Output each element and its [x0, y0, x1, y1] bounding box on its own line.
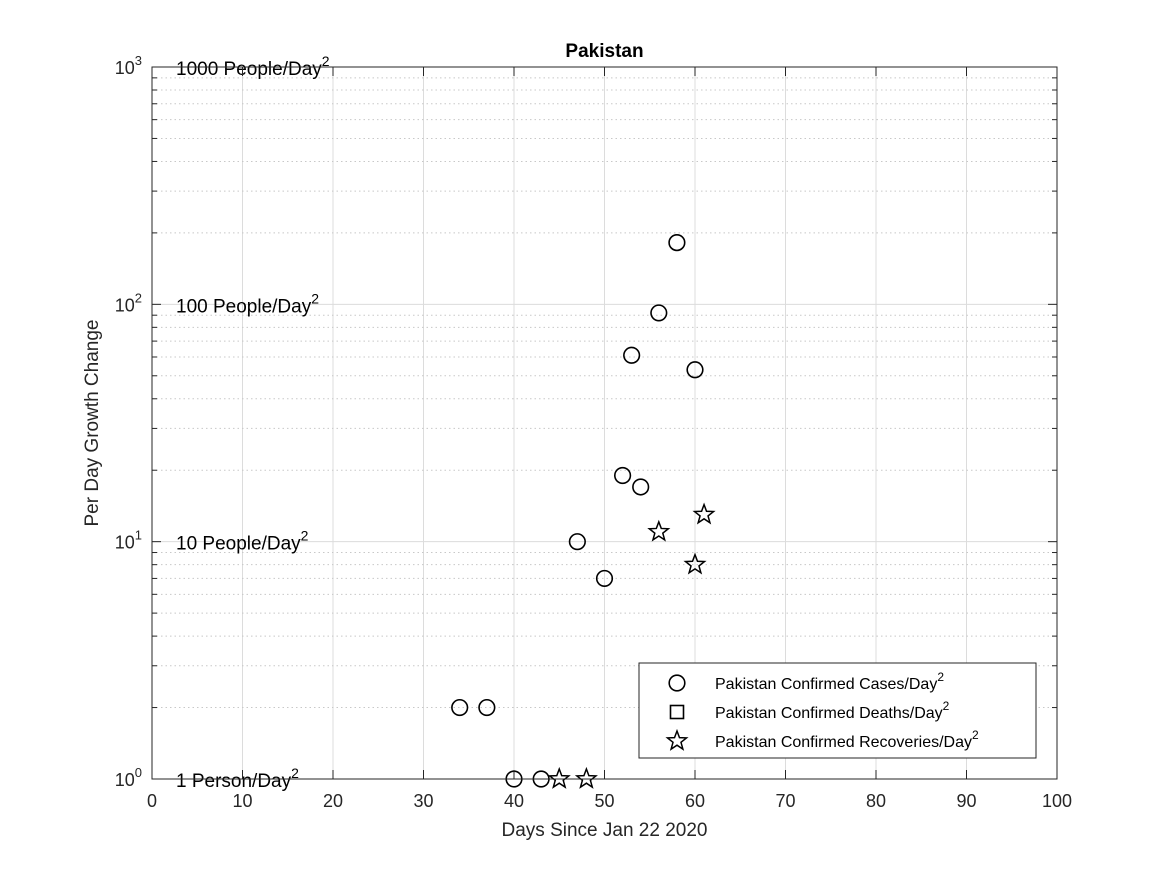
circle-data-point — [451, 698, 469, 717]
legend-square-marker — [669, 704, 685, 720]
x-tick-label: 80 — [866, 791, 886, 811]
legend: Pakistan Confirmed Cases/Day2 Pakistan Co… — [638, 662, 1037, 759]
circle-data-point — [568, 533, 586, 551]
grid — [152, 67, 1057, 779]
x-tick-label: 10 — [232, 791, 252, 811]
x-tick-label: 90 — [956, 791, 976, 811]
legend-star-marker — [665, 728, 689, 751]
star-data-point — [547, 766, 571, 789]
circle-data-point — [632, 478, 650, 496]
circle-data-point — [650, 304, 668, 322]
star-data-point — [647, 519, 671, 542]
data-markers — [451, 234, 716, 789]
legend-entry-label: Pakistan Confirmed Cases/Day2 — [715, 670, 944, 693]
star-data-point — [574, 766, 598, 789]
x-tick-label: 70 — [775, 791, 795, 811]
x-tick-label: 100 — [1042, 791, 1072, 811]
x-tick-label: 50 — [594, 791, 614, 811]
legend-box — [638, 662, 1037, 759]
circle-data-point — [686, 361, 704, 379]
x-tick-label: 40 — [504, 791, 524, 811]
circle-data-point — [668, 234, 686, 252]
x-tick-label: 30 — [413, 791, 433, 811]
x-axis-label: Days Since Jan 22 2020 — [502, 820, 708, 841]
star-data-point — [683, 552, 707, 575]
circle-data-point — [623, 346, 641, 364]
y-axis-label: Per Day Growth Change — [82, 320, 103, 527]
circle-data-point — [478, 698, 496, 717]
x-tick-label: 60 — [685, 791, 705, 811]
x-tick-label: 0 — [147, 791, 157, 811]
circle-data-point — [595, 569, 614, 588]
x-tick-label: 20 — [323, 791, 343, 811]
chart-title: Pakistan — [565, 41, 643, 62]
legend-entry-label: Pakistan Confirmed Recoveries/Day2 — [715, 728, 979, 751]
legend-circle-marker — [668, 674, 686, 692]
legend-entry-label: Pakistan Confirmed Deaths/Day2 — [715, 699, 950, 722]
star-data-point — [692, 502, 716, 525]
circle-data-point — [613, 466, 632, 485]
